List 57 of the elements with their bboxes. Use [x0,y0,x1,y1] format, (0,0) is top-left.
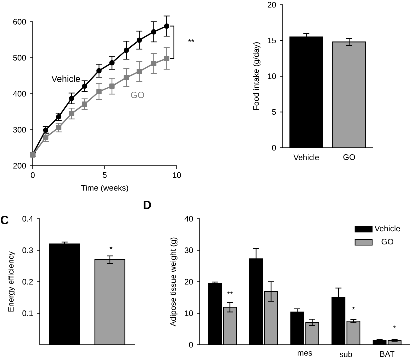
y-tick-label: 0.2 [22,279,34,285]
x-tick-label: mes [298,352,312,356]
point [110,84,115,90]
y-tick-label: 10 [185,310,194,316]
text: D [144,201,152,210]
point [96,89,102,94]
y-tick-label: 500 [13,55,26,61]
point [82,102,88,108]
y-tick-label: 10 [268,74,276,80]
y-tick-label: 0.4 [22,216,34,222]
y-tick-label: 0 [272,145,276,151]
y-tick-label: 200 [14,163,26,169]
x-tick-label: BAT [380,352,395,358]
point [82,84,88,90]
y-tick-label: 300 [13,127,26,133]
y-tick-label: 40 [184,216,194,222]
annotation: * [352,306,356,310]
point [136,69,142,74]
y-axis-title: Adipose tissue weight (g) [170,238,178,327]
point [164,56,170,62]
y-tick-label: 20 [268,2,276,8]
y-tick-label: 20 [184,279,194,285]
y-tick-label: 0.3 [22,248,34,254]
x-tick-label: sub [340,352,352,358]
series-label: GO [131,92,144,98]
x-axis-title: Time (weeks) [81,185,128,193]
y-tick-label: 30 [184,248,194,254]
annotation: * [393,326,396,329]
y-tick-label: 5 [272,109,276,116]
point [110,60,115,66]
point [43,134,49,140]
point [69,111,75,116]
point [164,24,170,29]
point [124,75,130,80]
point [136,38,142,44]
y-tick-label: 0.1 [22,310,34,316]
point [151,29,157,35]
legend-label: GO [382,239,394,245]
y-tick-label: 15 [268,38,276,44]
annotation: ** [227,292,234,295]
text: ** [188,39,194,42]
point [56,125,62,130]
y-axis-title: Food intake (g/day) [253,42,261,110]
y-tick-label: 600 [14,19,26,25]
legend-label: Vehicle [374,226,400,232]
series-label: Vehicle [52,76,80,82]
point [96,68,102,74]
point [69,96,75,102]
point [151,61,157,66]
y-axis-title: Energy efficiency [8,252,16,312]
point [124,48,130,54]
x-tick-label: 10 [173,172,182,178]
y-tick-label: 0 [189,342,194,348]
text: C [1,216,9,224]
x-tick-label: 5 [103,172,107,178]
y-tick-label: 400 [13,91,26,97]
annotation: * [110,246,113,250]
